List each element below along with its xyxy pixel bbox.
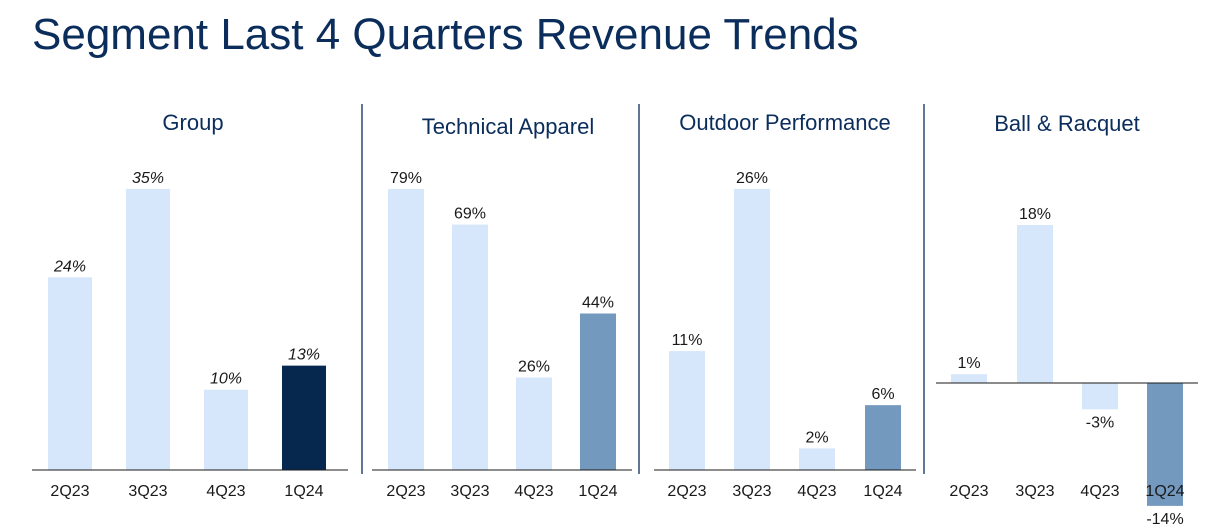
data-label: 26% <box>736 170 768 187</box>
tick-label: 4Q23 <box>514 483 553 500</box>
data-label: 44% <box>582 294 614 311</box>
data-label: 13% <box>288 347 320 364</box>
bar <box>126 189 170 470</box>
data-label: 35% <box>132 170 164 187</box>
bar <box>799 448 835 470</box>
bar <box>516 377 552 470</box>
tick-label: 4Q23 <box>797 483 836 500</box>
bar <box>204 389 248 470</box>
tick-label: 1Q24 <box>1145 483 1184 500</box>
data-label: 10% <box>210 371 242 388</box>
panel-title: Ball & Racquet <box>994 111 1140 136</box>
data-label: -14% <box>1146 511 1183 528</box>
tick-label: 1Q24 <box>863 483 902 500</box>
bar <box>282 365 326 470</box>
page-title: Segment Last 4 Quarters Revenue Trends <box>32 10 859 59</box>
tick-label: 3Q23 <box>1015 483 1054 500</box>
bar <box>452 224 488 470</box>
data-label: 69% <box>454 206 486 223</box>
tick-label: 2Q23 <box>949 483 988 500</box>
bar <box>48 277 92 470</box>
data-label: 79% <box>390 170 422 187</box>
bar <box>1082 383 1118 410</box>
tick-label: 4Q23 <box>1080 483 1119 500</box>
data-label: 24% <box>53 258 86 275</box>
data-label: 6% <box>871 386 894 403</box>
tick-label: 1Q24 <box>284 483 323 500</box>
bar <box>388 189 424 470</box>
bar <box>1147 383 1183 506</box>
panel-title: Group <box>162 110 223 135</box>
tick-label: 2Q23 <box>50 483 89 500</box>
data-label: 2% <box>805 429 828 446</box>
tick-label: 1Q24 <box>578 483 617 500</box>
bar <box>951 374 987 383</box>
bar <box>734 189 770 470</box>
bar <box>865 405 901 470</box>
panel-title: Technical Apparel <box>422 114 594 139</box>
bar <box>669 351 705 470</box>
tick-label: 4Q23 <box>206 483 245 500</box>
tick-label: 3Q23 <box>732 483 771 500</box>
data-label: 18% <box>1019 206 1051 223</box>
tick-label: 3Q23 <box>450 483 489 500</box>
panel-title: Outdoor Performance <box>679 110 891 135</box>
bar <box>580 313 616 470</box>
data-label: 1% <box>957 355 980 372</box>
tick-label: 2Q23 <box>386 483 425 500</box>
tick-label: 3Q23 <box>128 483 167 500</box>
data-label: 26% <box>518 359 550 376</box>
data-label: 11% <box>672 332 703 349</box>
bar <box>1017 225 1053 383</box>
tick-label: 2Q23 <box>667 483 706 500</box>
data-label: -3% <box>1086 414 1114 431</box>
